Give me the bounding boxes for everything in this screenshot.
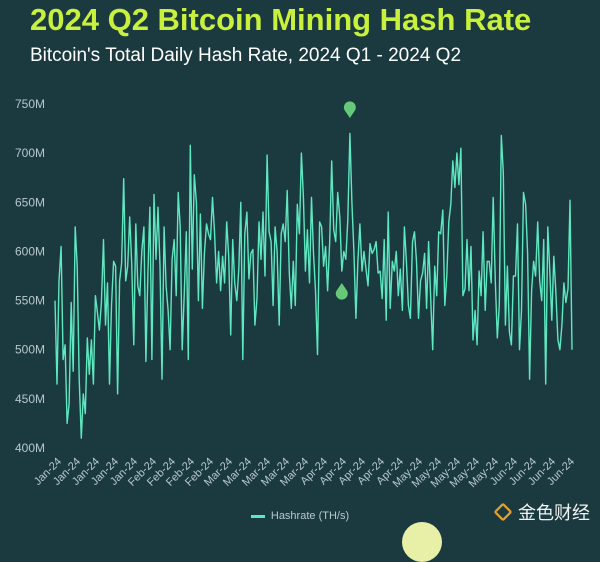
watermark: 金色财经 [493,499,590,525]
hashrate-line-chart: 400M 450M 500M 550M 600M 650M 700M 750M Jan-24J… [15,97,577,490]
series-line-hashrate [54,132,573,439]
y-tick-label: 400M [15,441,45,455]
y-axis: 400M 450M 500M 550M 600M 650M 700M 750M [15,97,45,455]
y-tick-label: 750M [15,97,45,111]
max-marker-icon [343,101,356,118]
watermark-text: 金色财经 [518,503,590,523]
y-tick-label: 600M [15,244,45,258]
min-marker-icon [335,283,348,300]
chart-title: 2024 Q2 Bitcoin Mining Hash Rate [30,2,532,37]
x-axis: Jan-24Jan-24Jan-24Jan-24Jan-24Feb-24Feb-… [32,456,577,490]
y-tick-label: 550M [15,294,45,308]
legend-label: Hashrate (TH/s) [270,510,350,522]
legend[interactable]: Hashrate (TH/s) [0,510,600,522]
chart-subtitle: Bitcoin's Total Daily Hash Rate, 2024 Q1… [30,45,462,66]
legend-swatch [250,514,265,518]
y-tick-label: 650M [15,195,45,209]
markers [335,101,356,300]
y-tick-label: 450M [15,392,45,406]
jinse-logo-icon [493,502,513,522]
y-tick-label: 500M [15,343,45,357]
decorative-circle [402,522,442,562]
y-tick-label: 700M [15,146,45,160]
